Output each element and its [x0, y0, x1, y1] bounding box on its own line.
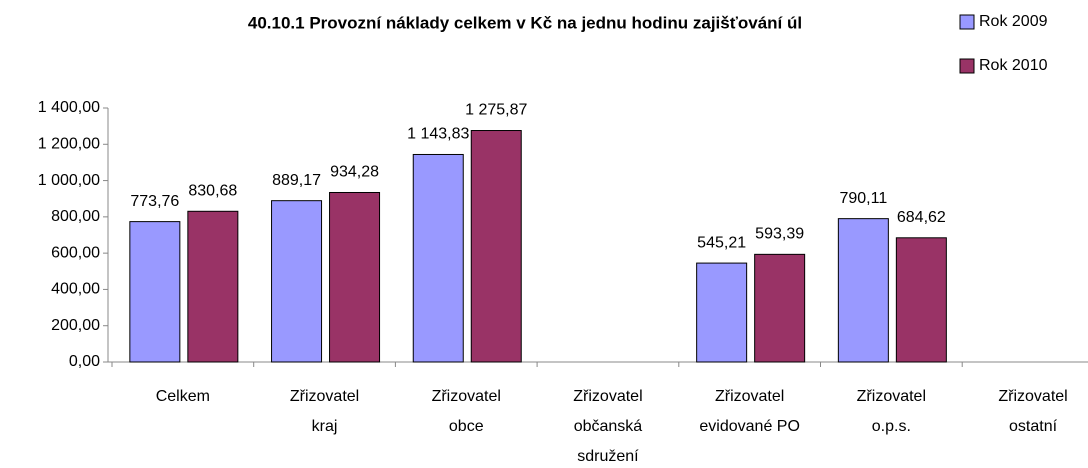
bar — [129, 221, 181, 363]
value-label: 593,39 — [755, 226, 804, 243]
value-label: 773,76 — [130, 193, 179, 210]
y-tick-label: 400,00 — [51, 281, 100, 298]
value-label: 934,28 — [330, 164, 379, 181]
value-label: 684,62 — [897, 209, 946, 226]
y-tick-label: 1 000,00 — [38, 172, 100, 189]
legend-label: Rok 2009 — [979, 13, 1048, 30]
y-tick-label: 0,00 — [69, 353, 100, 370]
x-tick-label: Zřizovatel kraj — [290, 388, 359, 435]
chart-title: 40.10.1 Provozní náklady celkem v Kč na … — [248, 13, 802, 32]
bar — [470, 130, 522, 363]
bar — [412, 153, 464, 363]
bar — [271, 200, 323, 363]
y-tick-label: 600,00 — [51, 244, 100, 261]
legend-label: Rok 2010 — [979, 57, 1048, 74]
legend-swatch — [959, 14, 975, 30]
bar — [329, 191, 381, 363]
y-tick-label: 200,00 — [51, 317, 100, 334]
bar — [696, 262, 748, 363]
bar — [837, 218, 889, 363]
value-label: 545,21 — [697, 234, 746, 251]
value-label: 830,68 — [188, 183, 237, 200]
x-tick-label: Zřizovatel obce — [432, 388, 501, 435]
y-tick-label: 800,00 — [51, 208, 100, 225]
bar — [895, 237, 947, 363]
x-tick-label: Zřizovatel ostatní — [998, 388, 1067, 435]
value-label: 790,11 — [839, 190, 887, 207]
x-tick-label: Zřizovatel evidované PO — [699, 388, 800, 435]
x-tick-label: Celkem — [156, 388, 210, 405]
value-label: 1 275,87 — [465, 102, 527, 119]
x-tick-label: Zřizovatel občanská sdružení — [573, 388, 642, 465]
y-tick-label: 1 400,00 — [38, 99, 100, 116]
bar — [187, 210, 239, 363]
bar — [754, 253, 806, 363]
x-tick-label: Zřizovatel o.p.s. — [857, 388, 926, 435]
value-label: 889,17 — [272, 172, 321, 189]
legend-swatch — [959, 58, 975, 74]
value-label: 1 143,83 — [407, 126, 469, 143]
y-tick-label: 1 200,00 — [38, 136, 100, 153]
